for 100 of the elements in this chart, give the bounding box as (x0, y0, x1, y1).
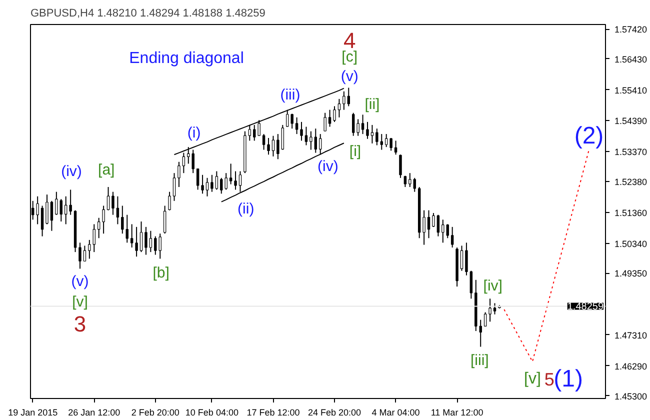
candlestick (281, 124, 284, 150)
candlestick (83, 245, 86, 262)
annotation: [iii] (470, 352, 489, 369)
annotation: (ii) (238, 200, 254, 218)
candlestick (46, 194, 48, 225)
annotation: Ending diagonal (129, 50, 244, 68)
candlestick (390, 137, 392, 152)
y-tick-label: 1.50340 (614, 238, 648, 249)
x-tick-label: 2 Feb 20:00 (131, 408, 180, 418)
y-tick-label: 1.54390 (614, 116, 648, 126)
chart-title: GBPUSD,H4 1.48210 1.48294 1.48188 1.48259 (30, 8, 266, 20)
candlestick (366, 121, 369, 140)
annotation: [i] (349, 143, 362, 160)
candlestick (215, 170, 218, 190)
y-tick-label: 1.53370 (614, 147, 648, 158)
x-tick-label: 11 Mar 12:00 (430, 408, 484, 418)
annotation: (iii) (280, 86, 300, 104)
y-tick-label: 1.45300 (614, 391, 648, 402)
candlestick (460, 245, 464, 272)
candlestick (88, 239, 91, 260)
candlestick (36, 196, 39, 225)
candlestick (140, 220, 143, 253)
candlestick (422, 210, 426, 246)
x-tick-label: 17 Feb 12:00 (246, 408, 300, 418)
annotation: (v) (340, 68, 358, 86)
candlestick (121, 205, 124, 234)
y-tick-label: 1.56430 (614, 54, 648, 64)
annotation: [v] (524, 370, 541, 388)
annotation: [b] (152, 264, 170, 282)
candlestick (135, 226, 138, 258)
candlestick (40, 205, 44, 237)
annotation: (iv) (317, 158, 338, 175)
y-tick-label: 1.51360 (614, 208, 648, 218)
candlestick (248, 124, 252, 142)
candlestick (106, 186, 110, 211)
candlestick (376, 128, 378, 146)
candlestick (163, 205, 166, 234)
annotation: (i) (187, 124, 201, 142)
candlestick (384, 134, 388, 148)
annotation: [v] (72, 293, 88, 310)
y-tick-label: 1.55410 (614, 85, 648, 96)
candlestick (399, 154, 402, 178)
y-tick-label: 1.49350 (614, 268, 648, 279)
candlestick (272, 135, 275, 157)
annotation: (iv) (61, 162, 82, 180)
candlestick (310, 130, 312, 150)
candlestick (432, 212, 435, 228)
candlestick (470, 270, 473, 300)
candlestick (92, 224, 96, 253)
candlestick (361, 114, 364, 135)
candlestick (178, 161, 180, 188)
candlestick (234, 170, 237, 190)
candlestick (116, 196, 120, 225)
annotation: [a] (98, 162, 115, 179)
candlestick (262, 134, 266, 150)
candlestick (484, 312, 487, 327)
y-tick-label: 1.47310 (614, 330, 648, 340)
candlestick (488, 298, 492, 322)
candlestick (130, 224, 134, 248)
candlestick (450, 226, 454, 248)
annotation: (2) (574, 122, 604, 150)
candlestick (64, 196, 68, 225)
y-tick-label: 1.46290 (614, 361, 648, 372)
candlestick (78, 242, 82, 270)
y-tick-label: 1.57420 (614, 24, 648, 35)
candlestick (172, 172, 176, 202)
x-tick-label: 4 Mar 04:00 (372, 408, 420, 418)
candlestick (206, 177, 209, 197)
x-tick-label: 10 Feb 04:00 (185, 408, 238, 418)
x-tick-label: 26 Jan 12:00 (68, 408, 120, 418)
candlestick (324, 112, 326, 132)
candlestick (436, 214, 440, 237)
candlestick (300, 121, 303, 142)
y-tick-label: 1.52380 (614, 177, 648, 188)
x-tick-label: 24 Feb 20:00 (308, 408, 362, 418)
candlestick (304, 126, 308, 146)
annotation: 3 (74, 311, 86, 336)
candlestick (479, 319, 482, 348)
candlestick (238, 170, 242, 192)
candlestick (168, 191, 171, 211)
ref-line-label: 1.48259 (567, 302, 604, 313)
candlestick (338, 98, 341, 118)
candlestick (229, 163, 232, 185)
candlestick (276, 134, 280, 160)
annotation: (v) (71, 273, 89, 290)
candlestick (210, 174, 214, 192)
candlestick (126, 214, 128, 244)
candlestick (267, 137, 270, 156)
annotation: (1) (554, 366, 583, 393)
candlestick (102, 205, 105, 234)
candlestick (69, 189, 72, 216)
candlestick (352, 112, 355, 136)
candlestick (149, 230, 152, 253)
candlestick (97, 217, 100, 239)
candlestick (380, 134, 383, 150)
candlestick (295, 116, 298, 135)
annotation: 5 (544, 370, 554, 390)
candlestick (356, 118, 360, 136)
candlestick (493, 302, 496, 315)
candlestick (427, 210, 430, 239)
